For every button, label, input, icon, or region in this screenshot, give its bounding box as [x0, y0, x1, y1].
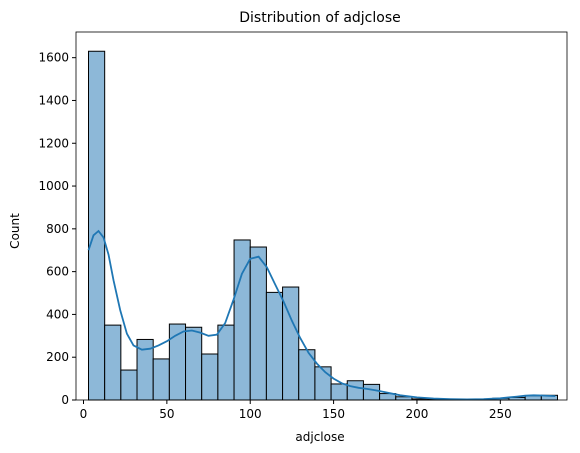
x-axis-ticks: 0 50 100 150 200 250	[80, 400, 512, 421]
y-tick-label: 1000	[38, 179, 69, 193]
y-tick-label: 600	[46, 265, 69, 279]
histogram-bar	[249, 246, 267, 401]
histogram-bar	[185, 326, 203, 401]
kde-curve	[87, 229, 556, 401]
chart-title: Distribution of adjclose	[239, 10, 401, 26]
x-tick-label: 0	[80, 407, 88, 421]
histogram-bar	[120, 369, 138, 401]
histogram-bar	[104, 324, 122, 401]
histogram-bar	[217, 324, 235, 401]
y-axis-ticks: 0 200 400 600 800 1000 1200 1400 1600	[38, 51, 76, 407]
histogram-bars	[88, 50, 558, 401]
x-tick-label: 150	[322, 407, 345, 421]
y-tick-label: 1400	[38, 93, 69, 107]
histogram-bar	[265, 291, 284, 401]
y-tick-label: 200	[46, 350, 69, 364]
y-tick-label: 1600	[38, 51, 69, 65]
histogram-bar	[88, 50, 106, 401]
histogram-bar	[362, 383, 381, 401]
histogram-bar	[152, 358, 170, 401]
x-tick-label: 200	[405, 407, 428, 421]
x-tick-label: 50	[159, 407, 174, 421]
y-axis-title: Count	[8, 213, 22, 249]
y-tick-label: 800	[46, 222, 69, 236]
plot-frame	[75, 31, 568, 401]
histogram-bar	[330, 383, 348, 401]
y-tick-label: 1200	[38, 136, 69, 150]
x-axis-title: adjclose	[295, 430, 344, 444]
x-tick-label: 250	[489, 407, 512, 421]
y-tick-label: 400	[46, 307, 69, 321]
histogram-bar	[314, 366, 332, 401]
y-tick-label: 0	[61, 393, 69, 407]
x-tick-label: 100	[239, 407, 262, 421]
histogram-bar	[201, 353, 219, 401]
histogram-bar	[346, 380, 364, 401]
